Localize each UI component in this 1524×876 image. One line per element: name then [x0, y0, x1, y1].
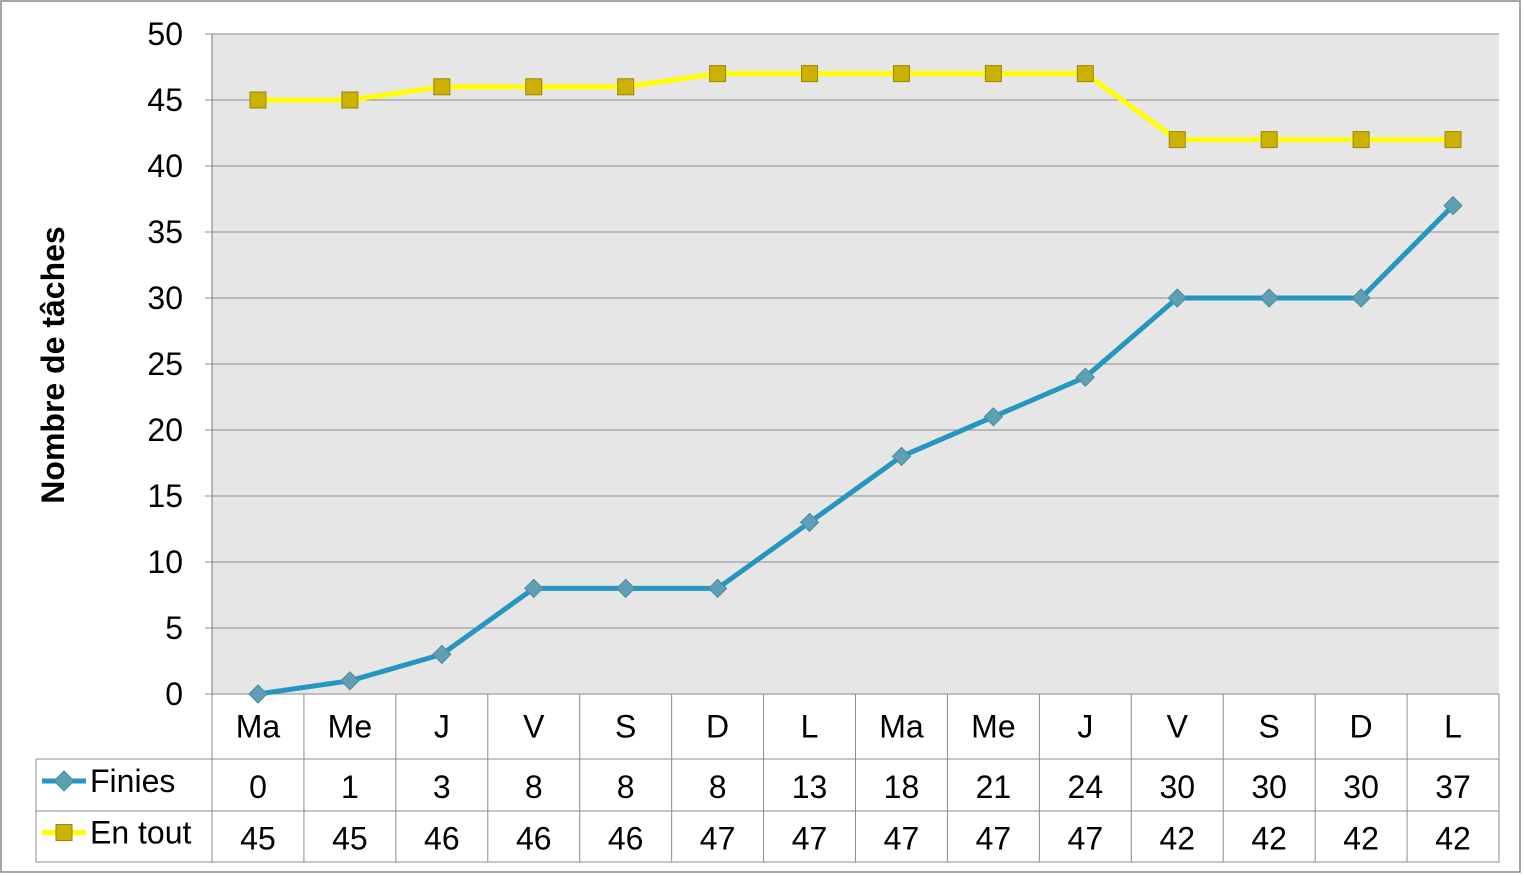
- data-table-value: 30: [1251, 769, 1287, 805]
- category-label: Me: [971, 709, 1015, 745]
- category-label: L: [801, 709, 819, 745]
- category-label: J: [1077, 709, 1093, 745]
- data-point-en-tout: [892, 65, 910, 83]
- category-label: Me: [328, 709, 372, 745]
- data-point-en-tout: [1260, 131, 1278, 149]
- data-table-value: 18: [884, 769, 920, 805]
- category-label: S: [1259, 709, 1280, 745]
- y-tick-label: 25: [147, 346, 183, 382]
- data-point-finies: [248, 684, 268, 704]
- data-point-en-tout: [984, 65, 1002, 83]
- category-label: V: [523, 709, 545, 745]
- data-table-value: 46: [608, 821, 644, 857]
- data-point-finies: [799, 512, 820, 533]
- data-point-finies: [1259, 288, 1279, 308]
- data-point-finies: [1075, 367, 1096, 387]
- data-table-value: 1: [341, 769, 359, 805]
- gridlines: [212, 33, 1499, 695]
- data-table-value: 47: [792, 821, 828, 857]
- y-axis-title: Nombre de tâches: [35, 226, 71, 503]
- y-tick-label: 35: [147, 214, 183, 250]
- data-table-value: 42: [1251, 821, 1287, 857]
- data-point-finies: [432, 644, 452, 665]
- y-tick-label: 10: [147, 544, 183, 580]
- data-point-en-tout: [709, 65, 727, 83]
- data-point-en-tout: [525, 78, 543, 96]
- y-tick-label: 50: [147, 16, 183, 52]
- data-table-value: 8: [617, 769, 635, 805]
- data-table-value: 47: [884, 821, 920, 857]
- y-tick-label: 15: [147, 478, 183, 514]
- data-table-value: 37: [1435, 769, 1471, 805]
- series-layer: [248, 65, 1463, 704]
- category-label: Ma: [879, 709, 924, 745]
- y-tick-label: 40: [147, 148, 183, 184]
- data-table-value: 42: [1343, 821, 1379, 857]
- series-line-en-tout: [257, 71, 1454, 143]
- data-point-finies: [340, 671, 360, 691]
- y-tick-label: 5: [165, 610, 183, 646]
- data-table-value: 46: [424, 821, 460, 857]
- legend-label: Finies: [90, 763, 175, 799]
- data-table-value: 47: [976, 821, 1012, 857]
- data-point-finies: [1443, 195, 1463, 216]
- data-table-value: 30: [1343, 769, 1379, 805]
- legend-marker-diamond: [53, 770, 75, 792]
- data-point-en-tout: [1444, 131, 1462, 149]
- y-tick-label: 45: [147, 82, 183, 118]
- y-tick-label: 20: [147, 412, 183, 448]
- data-point-en-tout: [1168, 131, 1186, 149]
- data-table-value: 45: [240, 821, 276, 857]
- data-table-value: 47: [700, 821, 736, 857]
- legend-marker-square: [55, 824, 73, 841]
- data-point-finies: [615, 578, 636, 599]
- data-table-value: 8: [525, 769, 543, 805]
- data-point-en-tout: [249, 91, 267, 109]
- y-axis: 0 5 10 15 20 25 30 35 40 45 50: [147, 16, 213, 712]
- data-point-en-tout: [801, 65, 819, 83]
- data-table-value: 0: [249, 769, 267, 805]
- data-table-value: 47: [1068, 821, 1104, 857]
- legend-label: En tout: [90, 815, 192, 851]
- data-point-finies: [707, 578, 728, 599]
- data-table-value: 8: [709, 769, 727, 805]
- series-line-finies: [257, 203, 1455, 697]
- category-label: Ma: [236, 709, 281, 745]
- data-table-value: 21: [976, 769, 1012, 805]
- data-table-value: 42: [1435, 821, 1471, 857]
- data-point-en-tout: [617, 78, 635, 96]
- data-table-value: 42: [1159, 821, 1195, 857]
- data-table-value: 3: [433, 769, 451, 805]
- data-table-value: 24: [1068, 769, 1104, 805]
- data-point-en-tout: [341, 91, 359, 109]
- data-point-finies: [891, 446, 912, 467]
- data-point-finies: [1351, 288, 1371, 308]
- category-label: J: [434, 709, 450, 745]
- data-table-value: 46: [516, 821, 552, 857]
- category-label: L: [1444, 709, 1462, 745]
- data-point-finies: [983, 407, 1004, 427]
- y-tick-label: 0: [165, 676, 183, 712]
- category-label: D: [706, 709, 729, 745]
- data-point-finies: [1167, 288, 1187, 308]
- data-point-finies: [524, 578, 544, 599]
- data-point-en-tout: [1352, 131, 1370, 149]
- category-label: S: [615, 709, 636, 745]
- data-table-value: 45: [332, 821, 368, 857]
- data-point-en-tout: [1076, 65, 1094, 83]
- y-tick-label: 30: [147, 280, 183, 316]
- data-table-value: 30: [1159, 769, 1195, 805]
- data-point-en-tout: [433, 78, 451, 96]
- category-label: V: [1167, 709, 1189, 745]
- category-label: D: [1350, 709, 1373, 745]
- data-table-value: 13: [792, 769, 828, 805]
